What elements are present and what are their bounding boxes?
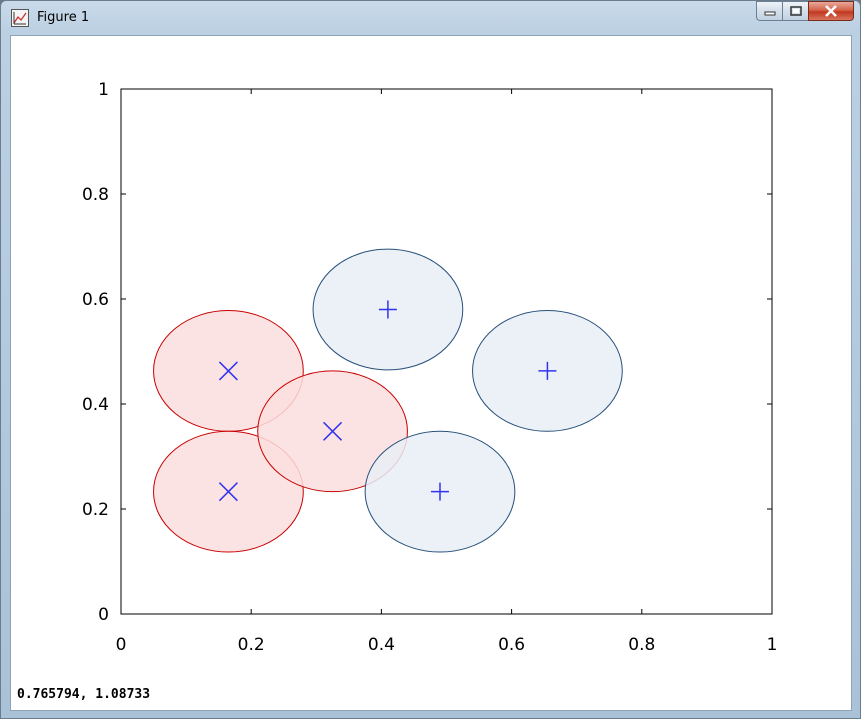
plus-marker-2 (430, 482, 449, 501)
close-button[interactable] (808, 1, 854, 21)
circles-layer (153, 248, 623, 553)
x-tick-label-5: 1 (767, 635, 778, 655)
figure-app-icon (11, 9, 29, 27)
x-tick-label-4: 0.8 (628, 635, 655, 655)
x-tick-label-2: 0.4 (368, 635, 395, 655)
y-tick-label-3: 0.6 (82, 290, 109, 310)
minimize-icon (764, 11, 775, 16)
x-tick-label-0: 0 (116, 635, 127, 655)
maximize-button[interactable] (782, 1, 808, 21)
x-marker-0 (218, 361, 238, 381)
y-tick-label-4: 0.8 (82, 185, 109, 205)
scatter-plot[interactable]: 0 0.2 0.4 0.6 0.8 1 0 0.2 0.4 0.6 0.8 1 (11, 36, 851, 681)
window-title: Figure 1 (37, 10, 90, 25)
y-tick-label-2: 0.4 (82, 395, 109, 415)
figure-canvas[interactable]: 0 0.2 0.4 0.6 0.8 1 0 0.2 0.4 0.6 0.8 1 0.765794, 1… (10, 35, 852, 711)
maximize-icon (789, 6, 802, 16)
window-controls (756, 1, 854, 23)
markers-layer (218, 300, 557, 502)
title-bar[interactable]: Figure 1 (1, 1, 860, 35)
plus-marker-1 (538, 361, 557, 380)
x-tick-label-3: 0.6 (498, 635, 525, 655)
x-marker-2 (323, 421, 343, 441)
y-tick-label-1: 0.2 (82, 500, 109, 520)
axes-box (120, 88, 773, 615)
y-tick-label-5: 1 (98, 80, 109, 100)
x-marker-1 (218, 482, 238, 502)
plus-marker-0 (378, 300, 397, 319)
x-tick-label-1: 0.2 (238, 635, 265, 655)
y-tick-label-0: 0 (98, 605, 109, 625)
close-icon (825, 5, 837, 17)
ticks-layer: 0 0.2 0.4 0.6 0.8 1 0 0.2 0.4 0.6 0.8 1 (82, 80, 777, 655)
cursor-coordinates: 0.765794, 1.08733 (17, 687, 151, 702)
minimize-button[interactable] (756, 1, 782, 21)
